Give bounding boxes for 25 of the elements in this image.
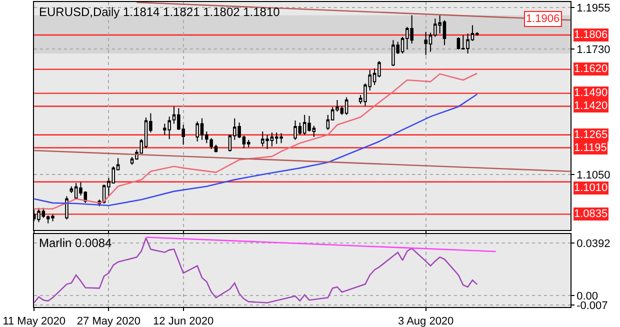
x-tick-label: 27 May 2020	[76, 315, 141, 327]
y-tick-label: -0.007	[576, 300, 608, 312]
annotation: 1.1906	[526, 13, 560, 25]
x-tick-label: 3 Aug 2020	[398, 315, 454, 327]
line-series	[34, 94, 478, 206]
y-tick-label: 1.1730	[576, 44, 610, 56]
y-tick-label: 0.0392	[576, 238, 610, 250]
candlestick	[246, 139, 250, 148]
ref-line-label: 1.1620	[574, 63, 608, 75]
chart-title: Marlin 0.0084	[39, 236, 112, 250]
y-tick-label: 1.1955	[576, 2, 610, 14]
x-tick-label: 11 May 2020	[2, 315, 66, 327]
ref-line-label: 1.1420	[574, 100, 608, 112]
chart-title: EURUSD,Daily 1.1814 1.1821 1.1802 1.1810	[39, 5, 280, 19]
ref-line-label: 1.0835	[574, 208, 608, 220]
line-series	[34, 237, 478, 304]
ref-line-label: 1.1490	[574, 87, 608, 99]
line-series	[34, 72, 478, 210]
ref-line-label: 1.1806	[574, 29, 608, 41]
y-tick-label: 1.1050	[576, 169, 610, 182]
candlestick	[344, 96, 348, 116]
ref-line-label: 1.1010	[574, 182, 608, 194]
ref-line-label: 1.1195	[574, 142, 607, 154]
x-tick-label: 12 Jun 2020	[153, 315, 214, 327]
ref-line-label: 1.1265	[574, 129, 608, 141]
